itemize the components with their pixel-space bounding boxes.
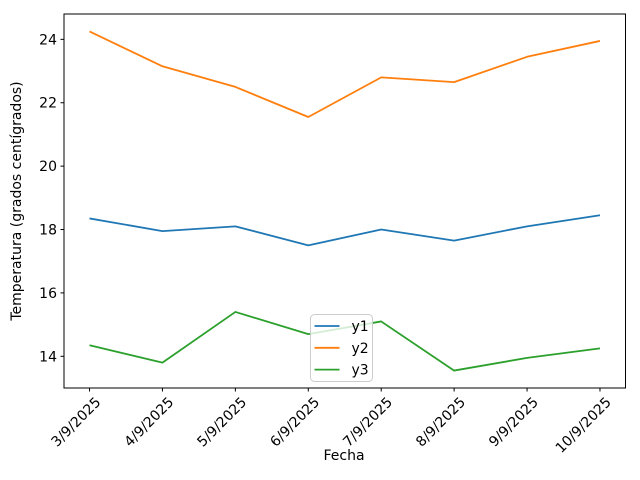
x-axis-tick-label: 8/9/2025: [413, 395, 469, 451]
y-axis-label: Temperatura (grados centígrados): [9, 81, 25, 321]
legend-label: y1: [352, 319, 369, 335]
legend-item-y2: y2: [314, 341, 369, 357]
x-axis-tick-label: 7/9/2025: [340, 395, 396, 451]
y-axis-tick-label: 16: [39, 286, 57, 302]
plot-border: [63, 13, 626, 389]
x-axis-tick-label: 9/9/2025: [486, 395, 542, 451]
x-axis-tick-label: 5/9/2025: [194, 395, 250, 451]
y-axis-tick-label: 24: [39, 32, 57, 48]
series-line-y2: [89, 30, 601, 118]
x-axis-tick-label: 4/9/2025: [121, 395, 177, 451]
x-axis-tick-label: 6/9/2025: [267, 395, 323, 451]
series-line-y1: [89, 214, 601, 247]
y-axis-tick-label: 18: [39, 223, 57, 239]
legend-label: y2: [352, 341, 369, 357]
x-axis-tick-label: 3/9/2025: [49, 395, 105, 451]
legend: y1 y2 y3: [310, 314, 373, 382]
legend-item-y1: y1: [314, 319, 369, 335]
legend-label: y3: [352, 363, 369, 379]
legend-item-y3: y3: [314, 363, 369, 379]
y-axis-tick-label: 14: [39, 349, 57, 365]
legend-box: [310, 314, 373, 382]
y-axis-tick-label: 22: [39, 96, 57, 112]
y-axis-tick-label: 20: [39, 159, 57, 175]
x-axis-tick-label: 10/9/2025: [553, 395, 615, 457]
x-axis-label: Fecha: [323, 448, 365, 464]
